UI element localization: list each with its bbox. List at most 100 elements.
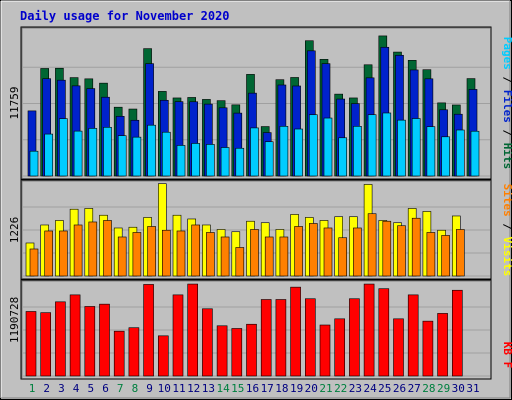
day-label: 14 [216, 382, 230, 395]
kb-f-bar [246, 323, 257, 377]
day-label: 23 [349, 382, 362, 395]
sites-bar [397, 225, 406, 277]
pages-bar [338, 137, 348, 177]
panel-1-ymax-label: 11759 [8, 86, 21, 119]
kb-f-bar [437, 313, 448, 377]
pages-bar [73, 130, 83, 177]
legend-files: Files [501, 90, 512, 123]
pages-bar [294, 128, 303, 177]
sites-bar [59, 230, 68, 277]
sites-bar [455, 229, 465, 277]
day-label: 20 [305, 382, 318, 395]
day-label: 10 [158, 382, 171, 395]
legend-pages: Pages [501, 37, 512, 70]
sites-bar [382, 220, 392, 277]
day-label: 17 [261, 382, 274, 395]
day-label: 22 [334, 382, 347, 395]
day-label: 29 [437, 382, 450, 395]
kb-f-bar [422, 320, 434, 377]
sites-bar [73, 224, 83, 277]
legend-sep-1: / [501, 70, 512, 90]
sites-bar [411, 217, 421, 277]
kb-f-bar [334, 318, 346, 377]
sites-bar [147, 226, 156, 277]
sites-bar [426, 232, 436, 277]
day-label: 19 [290, 382, 303, 395]
pages-bar [367, 114, 377, 177]
kb-f-bar [349, 298, 360, 377]
panel-2-legend: Sites / Visits [501, 184, 512, 277]
kb-f-bar [304, 298, 316, 377]
panel-hits-files-pages: 11759 Pages / Files / Hits [8, 26, 512, 180]
sites-bar [132, 232, 142, 277]
pages-bar [132, 136, 142, 177]
kb-f-bar [363, 283, 375, 377]
sites-bar [367, 213, 377, 277]
legend-sites: Sites [501, 184, 512, 217]
sites-bar [191, 224, 200, 277]
day-label: 11 [172, 382, 185, 395]
day-label: 25 [378, 382, 391, 395]
legend-sep-2: / [501, 123, 512, 143]
day-label: 18 [275, 382, 288, 395]
pages-bar [191, 143, 200, 177]
day-label: 13 [202, 382, 215, 395]
panel-2-ymax-label: 1226 [8, 217, 21, 244]
pages-bar [103, 126, 112, 177]
day-label: 2 [43, 382, 50, 395]
day-label: 3 [58, 382, 65, 395]
day-label: 12 [187, 382, 200, 395]
kb-f-bar [231, 328, 243, 377]
kb-f-bar [69, 294, 81, 377]
day-label: 16 [246, 382, 259, 395]
x-axis-day-labels: 1 2 3 4 5 6 7 8 9 10 11 12 13 14 15 16 17 18 19 20 21 22 23 24 2… [29, 382, 480, 395]
kb-f-bar [172, 294, 184, 377]
kb-f-bar [393, 318, 404, 377]
pages-bar [59, 118, 68, 177]
pages-bar [441, 136, 450, 177]
pages-bar [176, 145, 186, 177]
sites-bar [176, 230, 186, 277]
pages-bar [308, 114, 318, 177]
pages-bar [397, 119, 406, 177]
pages-bar [162, 131, 171, 177]
sites-bar [235, 247, 245, 277]
day-label: 15 [231, 382, 244, 395]
sites-bar [117, 236, 127, 277]
kb-f-bar [407, 294, 419, 377]
panel-kbytes: 1190728 KB F [8, 279, 512, 380]
day-label: 8 [132, 382, 139, 395]
pages-bar [411, 118, 421, 177]
day-label: 21 [319, 382, 332, 395]
sites-bar [279, 236, 289, 277]
pages-bar [220, 147, 230, 177]
kb-f-bar [451, 289, 463, 377]
day-label: 7 [117, 382, 124, 395]
sites-bar [323, 227, 333, 277]
kb-f-bar [260, 299, 272, 377]
kb-f-bar [128, 327, 140, 377]
kb-f-bar [99, 303, 110, 377]
kb-f-bar [25, 311, 37, 377]
pages-bar [455, 129, 465, 177]
pages-bar [117, 135, 127, 177]
sites-bar [441, 235, 450, 277]
pages-bar [44, 133, 54, 177]
kb-f-bar [275, 299, 287, 377]
legend-visits: Visits [501, 237, 512, 277]
kb-f-bar [187, 283, 198, 377]
day-label: 1 [29, 382, 36, 395]
sites-bar [162, 229, 171, 277]
kb-f-bar [216, 325, 228, 377]
sites-bar [103, 220, 112, 277]
kb-f-bar [158, 335, 169, 377]
day-label: 24 [363, 382, 377, 395]
sites-bar [338, 237, 348, 277]
pages-bar [88, 128, 98, 177]
panel-1-legend: Pages / Files / Hits [501, 37, 512, 170]
day-label: 4 [73, 382, 80, 395]
day-label: 5 [87, 382, 94, 395]
kb-f-bar [84, 306, 96, 377]
sites-bar [250, 229, 259, 277]
